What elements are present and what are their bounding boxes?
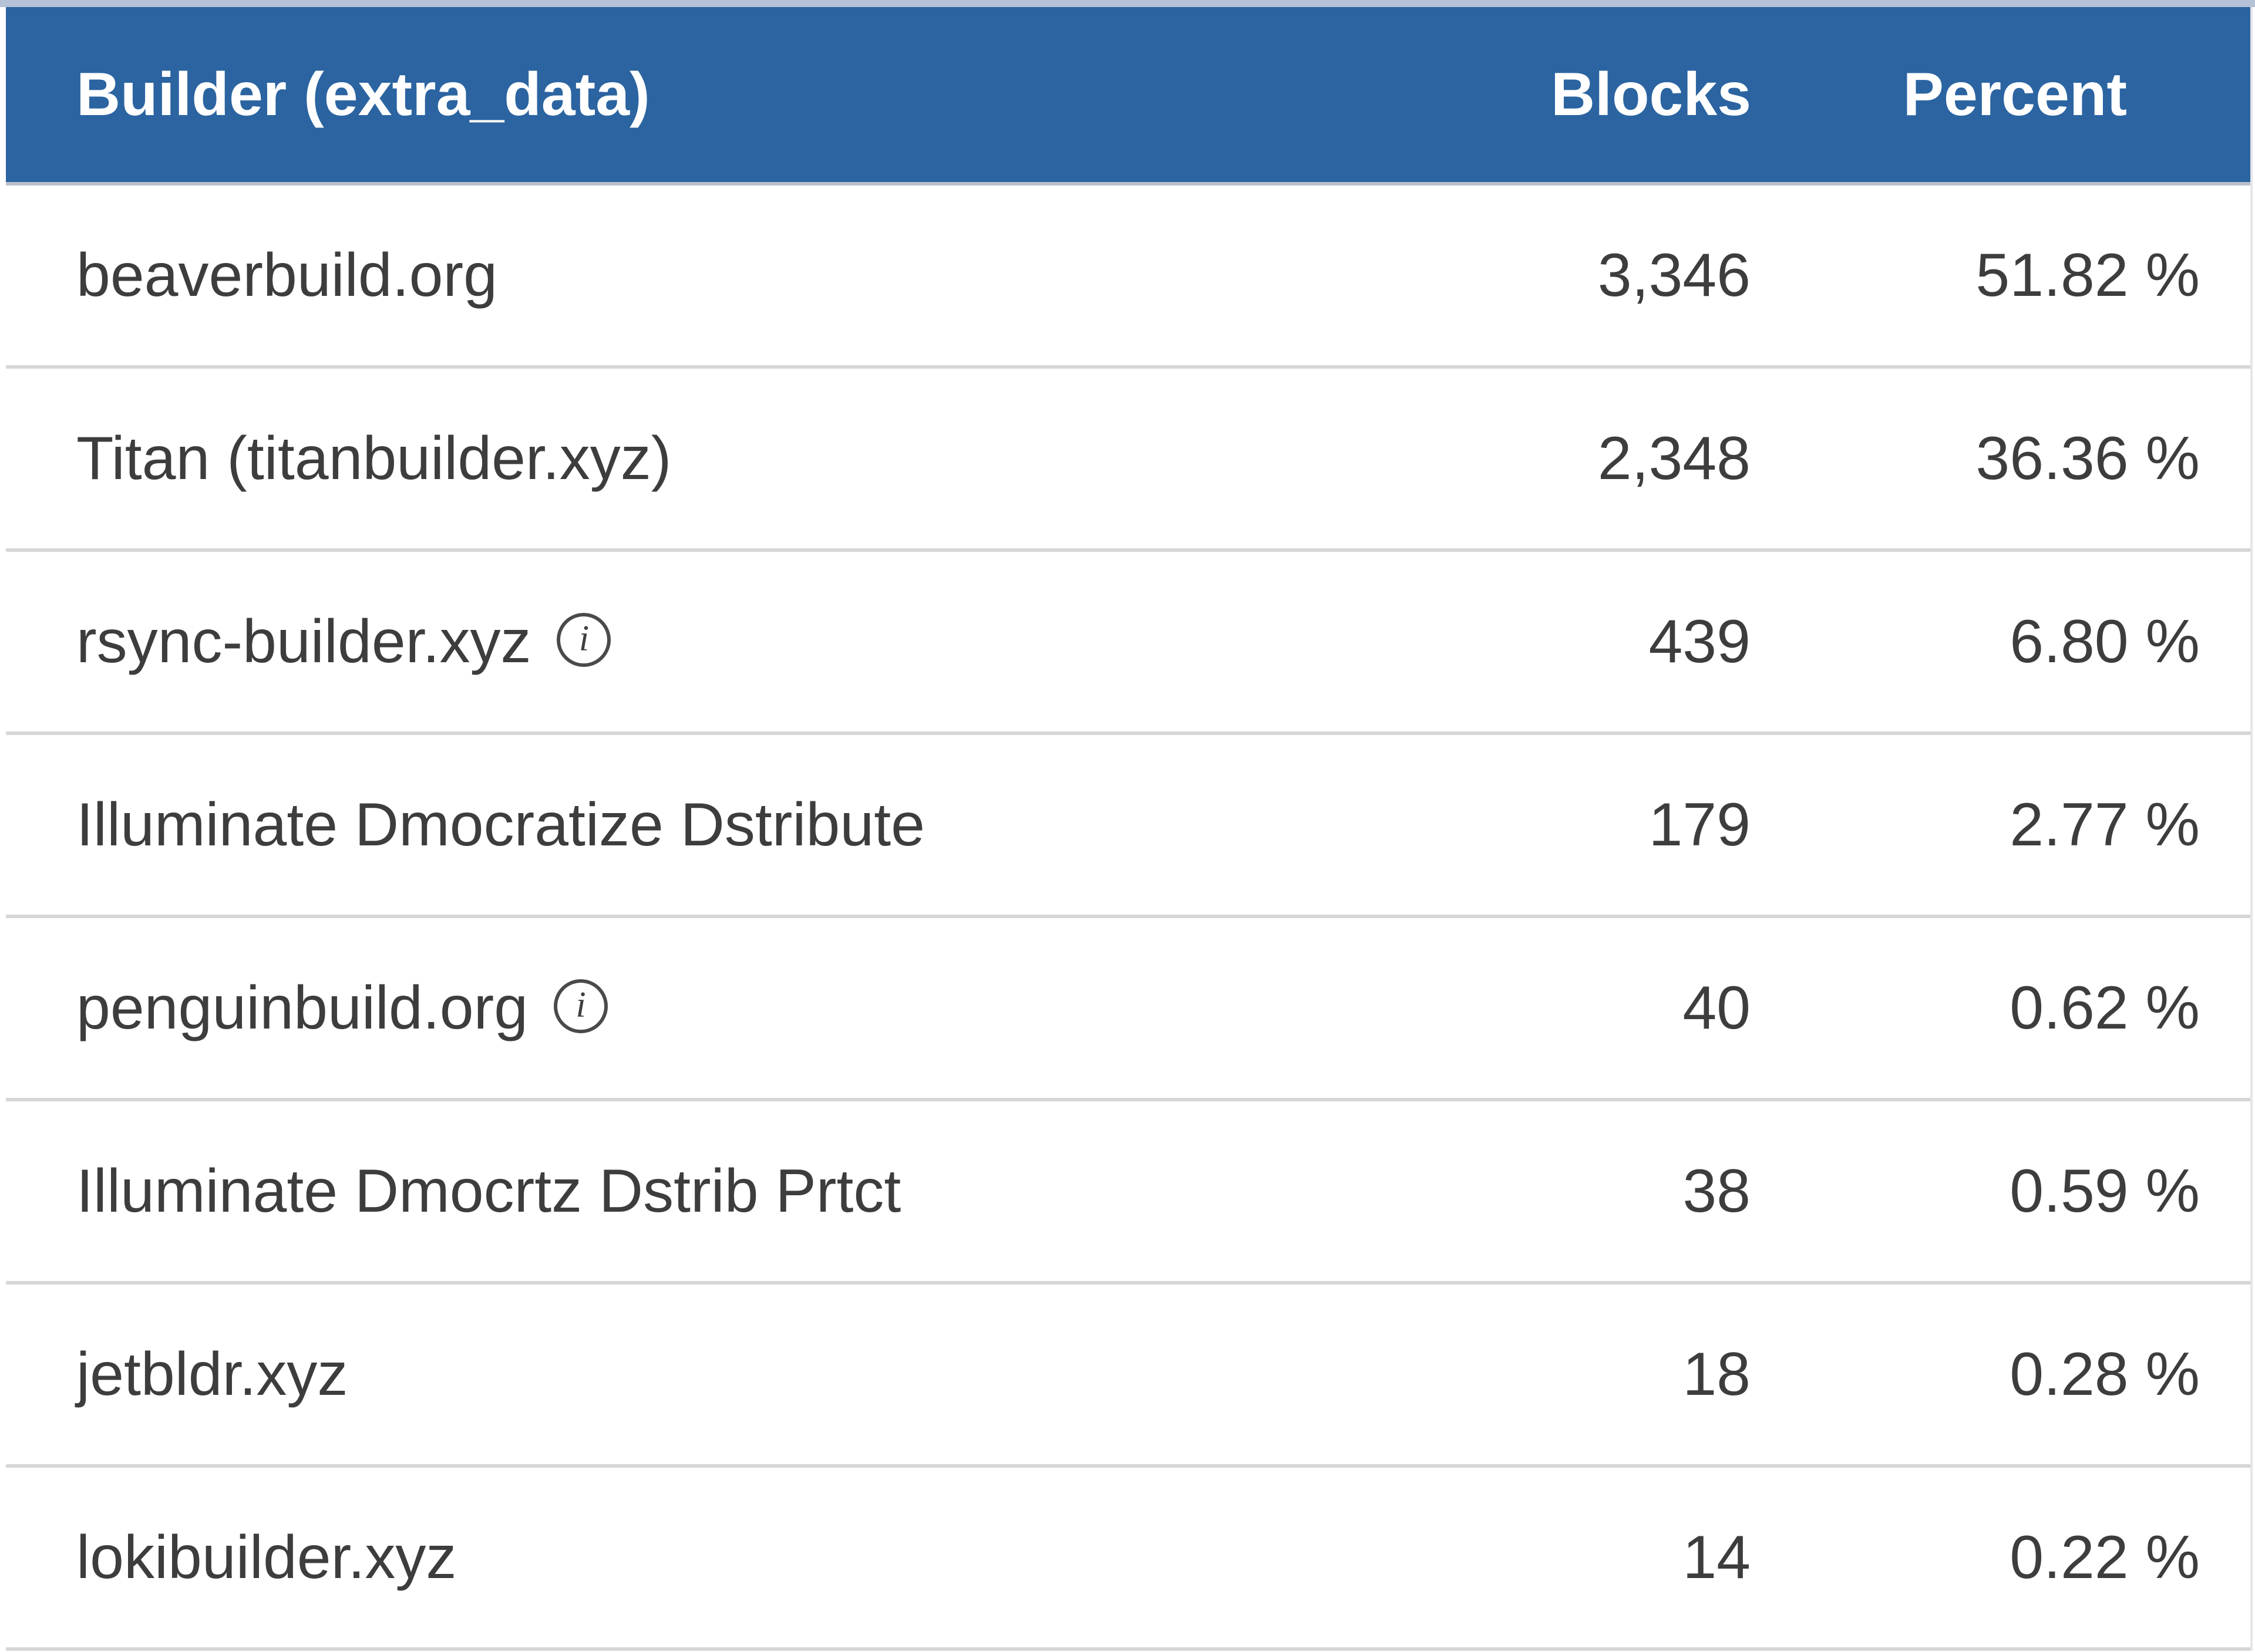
column-header-percent: Percent — [1751, 7, 2250, 186]
info-icon[interactable]: i — [557, 613, 611, 667]
info-icon-glyph: i — [575, 985, 586, 1026]
blocks-value: 179 — [1340, 733, 1751, 918]
percent-value: 0.62 % — [1751, 916, 2250, 1101]
percent-value: 0.59 % — [1751, 1100, 2250, 1284]
info-icon-glyph: i — [578, 619, 590, 659]
blocks-value: 2,348 — [1340, 367, 1751, 552]
blocks-value: 14 — [1340, 1466, 1751, 1651]
top-strip — [0, 0, 2255, 7]
builders-table-wrap: Builder (extra_data) Blocks Percent beav… — [6, 7, 2253, 1651]
percent-value: 0.22 % — [1751, 1466, 2250, 1651]
percent-value: 2.77 % — [1751, 733, 2250, 918]
builder-name: jetbldr.xyz — [76, 1340, 348, 1408]
builder-name: Illuminate Dmocrtz Dstrib Prtct — [76, 1157, 901, 1225]
blocks-value: 40 — [1340, 916, 1751, 1101]
table-row: lokibuilder.xyz 14 0.22 % — [6, 1466, 2250, 1651]
builder-name: Titan (titanbuilder.xyz) — [76, 424, 672, 493]
column-header-blocks: Blocks — [1340, 7, 1751, 186]
percent-value: 36.36 % — [1751, 367, 2250, 552]
column-header-builder: Builder (extra_data) — [6, 7, 1340, 186]
table-row: penguinbuild.org i 40 0.62 % — [6, 916, 2250, 1101]
table-row: rsync-builder.xyz i 439 6.80 % — [6, 550, 2250, 735]
blocks-value: 3,346 — [1340, 184, 1751, 369]
header-row: Builder (extra_data) Blocks Percent — [6, 7, 2250, 186]
builders-table: Builder (extra_data) Blocks Percent beav… — [6, 7, 2250, 1651]
builder-name: beaverbuild.org — [76, 241, 497, 309]
blocks-value: 18 — [1340, 1283, 1751, 1468]
table-row: beaverbuild.org 3,346 51.82 % — [6, 184, 2250, 369]
percent-value: 6.80 % — [1751, 550, 2250, 735]
blocks-value: 439 — [1340, 550, 1751, 735]
builder-name: Illuminate Dmocratize Dstribute — [76, 790, 925, 859]
builder-name: lokibuilder.xyz — [76, 1523, 457, 1592]
table-row: jetbldr.xyz 18 0.28 % — [6, 1283, 2250, 1468]
percent-value: 51.82 % — [1751, 184, 2250, 369]
info-icon[interactable]: i — [554, 979, 608, 1034]
builder-name: penguinbuild.org — [76, 973, 529, 1042]
blocks-value: 38 — [1340, 1100, 1751, 1284]
table-row: Titan (titanbuilder.xyz) 2,348 36.36 % — [6, 367, 2250, 552]
percent-value: 0.28 % — [1751, 1283, 2250, 1468]
builder-name: rsync-builder.xyz — [76, 607, 531, 676]
table-row: Illuminate Dmocrtz Dstrib Prtct 38 0.59 … — [6, 1100, 2250, 1284]
table-row: Illuminate Dmocratize Dstribute 179 2.77… — [6, 733, 2250, 918]
